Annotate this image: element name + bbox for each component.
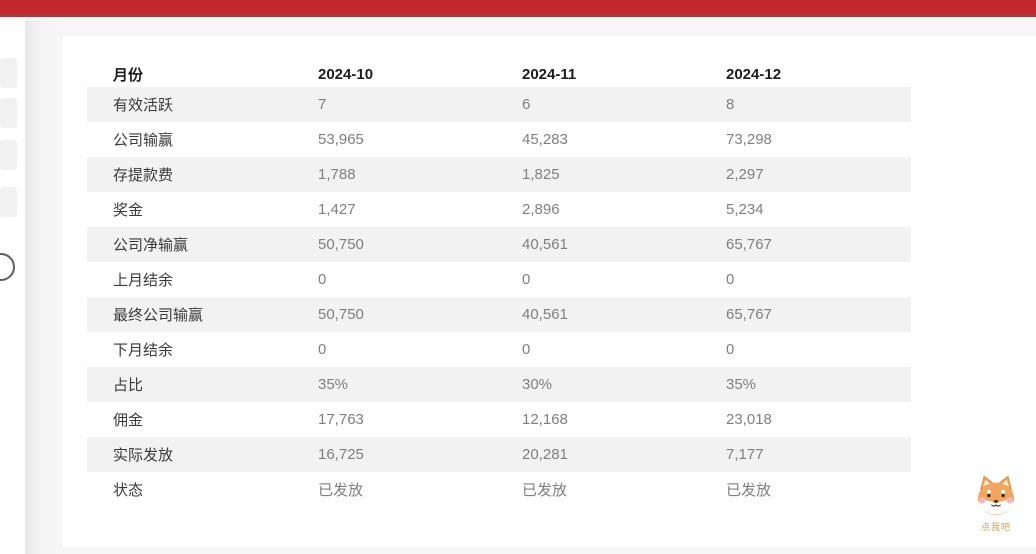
row-label: 上月结余	[113, 272, 174, 289]
row-value: 8	[726, 96, 735, 113]
top-red-bar	[0, 0, 1036, 17]
row-value: 已发放	[318, 482, 364, 499]
row-value: 50,750	[318, 306, 364, 323]
row-value: 50,750	[318, 236, 364, 253]
row-value: 已发放	[726, 482, 772, 499]
row-label: 实际发放	[113, 447, 174, 464]
sidebar-collapse-toggle-icon[interactable]	[0, 253, 15, 281]
sidebar-item-placeholder[interactable]	[0, 58, 17, 88]
shiba-dog-icon	[977, 475, 1015, 516]
table-row: 有效活跃 7 6 8	[87, 87, 911, 122]
row-label: 存提款费	[113, 167, 174, 184]
row-label: 佣金	[113, 412, 144, 429]
row-value: 已发放	[522, 482, 568, 499]
sidebar-item-placeholder[interactable]	[0, 187, 17, 217]
row-value: 0	[318, 271, 327, 288]
row-label: 最终公司输赢	[113, 307, 204, 324]
table-row: 状态 已发放 已发放 已发放	[87, 472, 911, 507]
table-row: 实际发放 16,725 20,281 7,177	[87, 437, 911, 472]
row-label: 公司输赢	[113, 132, 174, 149]
row-label: 状态	[113, 482, 144, 499]
table-row: 存提款费 1,788 1,825 2,297	[87, 157, 911, 192]
row-value: 16,725	[318, 446, 364, 463]
row-value: 7,177	[726, 446, 764, 463]
row-label: 下月结余	[113, 342, 174, 359]
row-value: 35%	[726, 376, 757, 393]
table-row: 奖金 1,427 2,896 5,234	[87, 192, 911, 227]
row-value: 2,297	[726, 166, 764, 183]
monthly-report-table: 月份 2024-10 2024-11 2024-12 有效活跃 7 6 8 公司输赢 53,96…	[87, 62, 911, 507]
row-value: 17,763	[318, 411, 364, 428]
row-value: 5,234	[726, 201, 764, 218]
table-header-row: 月份 2024-10 2024-11 2024-12	[87, 62, 911, 87]
column-header-2024-11: 2024-11	[522, 66, 577, 83]
row-value: 2,896	[522, 201, 560, 218]
table-row: 上月结余 0 0 0	[87, 262, 911, 297]
row-label: 公司净输赢	[113, 237, 189, 254]
row-value: 6	[522, 96, 531, 113]
row-value: 23,018	[726, 411, 772, 428]
customer-service-mascot[interactable]: 点我吧	[972, 475, 1020, 533]
row-value: 40,561	[522, 236, 568, 253]
row-value: 7	[318, 96, 327, 113]
table-row: 最终公司输赢 50,750 40,561 65,767	[87, 297, 911, 332]
row-value: 0	[726, 271, 735, 288]
row-value: 0	[726, 341, 735, 358]
row-label: 占比	[113, 377, 144, 394]
column-header-2024-12: 2024-12	[726, 66, 782, 83]
mascot-label: 点我吧	[980, 522, 1011, 532]
row-value: 65,767	[726, 306, 772, 323]
table-row: 佣金 17,763 12,168 23,018	[87, 402, 911, 437]
row-value: 0	[522, 341, 531, 358]
table-row: 公司输赢 53,965 45,283 73,298	[87, 122, 911, 157]
row-value: 40,561	[522, 306, 568, 323]
row-value: 1,825	[522, 166, 560, 183]
row-value: 0	[318, 341, 327, 358]
column-header-2024-10: 2024-10	[318, 66, 374, 83]
sidebar-item-placeholder[interactable]	[0, 140, 17, 170]
row-value: 65,767	[726, 236, 772, 253]
content-gutter	[25, 20, 63, 554]
table-row: 下月结余 0 0 0	[87, 332, 911, 367]
report-card: 月份 2024-10 2024-11 2024-12 有效活跃 7 6 8 公司输赢 53,96…	[63, 36, 1036, 547]
row-label: 有效活跃	[113, 97, 174, 114]
row-value: 0	[522, 271, 531, 288]
row-value: 20,281	[522, 446, 568, 463]
table-row: 公司净输赢 50,750 40,561 65,767	[87, 227, 911, 262]
sidebar-item-placeholder[interactable]	[0, 98, 17, 128]
row-value: 30%	[522, 376, 553, 393]
collapsed-sidebar	[0, 20, 25, 554]
row-value: 1,788	[318, 166, 356, 183]
table-row: 占比 35% 30% 35%	[87, 367, 911, 402]
column-header-month: 月份	[113, 67, 144, 84]
row-label: 奖金	[113, 202, 144, 219]
row-value: 53,965	[318, 131, 364, 148]
row-value: 1,427	[318, 201, 356, 218]
row-value: 73,298	[726, 131, 772, 148]
row-value: 12,168	[522, 411, 568, 428]
row-value: 45,283	[522, 131, 568, 148]
row-value: 35%	[318, 376, 349, 393]
